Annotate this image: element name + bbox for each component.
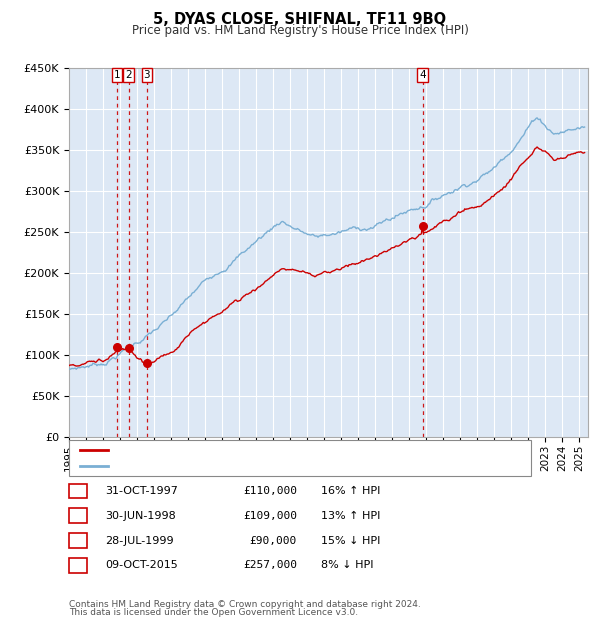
Text: 4: 4	[74, 560, 82, 570]
Text: £257,000: £257,000	[243, 560, 297, 570]
Text: Contains HM Land Registry data © Crown copyright and database right 2024.: Contains HM Land Registry data © Crown c…	[69, 600, 421, 609]
Text: 3: 3	[143, 70, 150, 80]
Text: 1: 1	[114, 70, 121, 80]
Text: 28-JUL-1999: 28-JUL-1999	[105, 536, 173, 546]
Text: 1: 1	[74, 486, 82, 496]
Text: 5, DYAS CLOSE, SHIFNAL, TF11 9BQ (detached house): 5, DYAS CLOSE, SHIFNAL, TF11 9BQ (detach…	[112, 445, 412, 455]
Text: £110,000: £110,000	[243, 486, 297, 496]
Text: Price paid vs. HM Land Registry's House Price Index (HPI): Price paid vs. HM Land Registry's House …	[131, 24, 469, 37]
Text: 16% ↑ HPI: 16% ↑ HPI	[321, 486, 380, 496]
Text: 2: 2	[125, 70, 132, 80]
Text: 13% ↑ HPI: 13% ↑ HPI	[321, 511, 380, 521]
Text: 4: 4	[419, 70, 426, 80]
Text: 8% ↓ HPI: 8% ↓ HPI	[321, 560, 373, 570]
Text: This data is licensed under the Open Government Licence v3.0.: This data is licensed under the Open Gov…	[69, 608, 358, 617]
Text: 2: 2	[74, 511, 82, 521]
Text: 30-JUN-1998: 30-JUN-1998	[105, 511, 176, 521]
Text: 5, DYAS CLOSE, SHIFNAL, TF11 9BQ: 5, DYAS CLOSE, SHIFNAL, TF11 9BQ	[154, 12, 446, 27]
Text: 15% ↓ HPI: 15% ↓ HPI	[321, 536, 380, 546]
Text: 3: 3	[74, 536, 82, 546]
Text: HPI: Average price, detached house, Shropshire: HPI: Average price, detached house, Shro…	[112, 461, 378, 471]
Text: 31-OCT-1997: 31-OCT-1997	[105, 486, 178, 496]
Text: £109,000: £109,000	[243, 511, 297, 521]
Text: 09-OCT-2015: 09-OCT-2015	[105, 560, 178, 570]
Text: £90,000: £90,000	[250, 536, 297, 546]
